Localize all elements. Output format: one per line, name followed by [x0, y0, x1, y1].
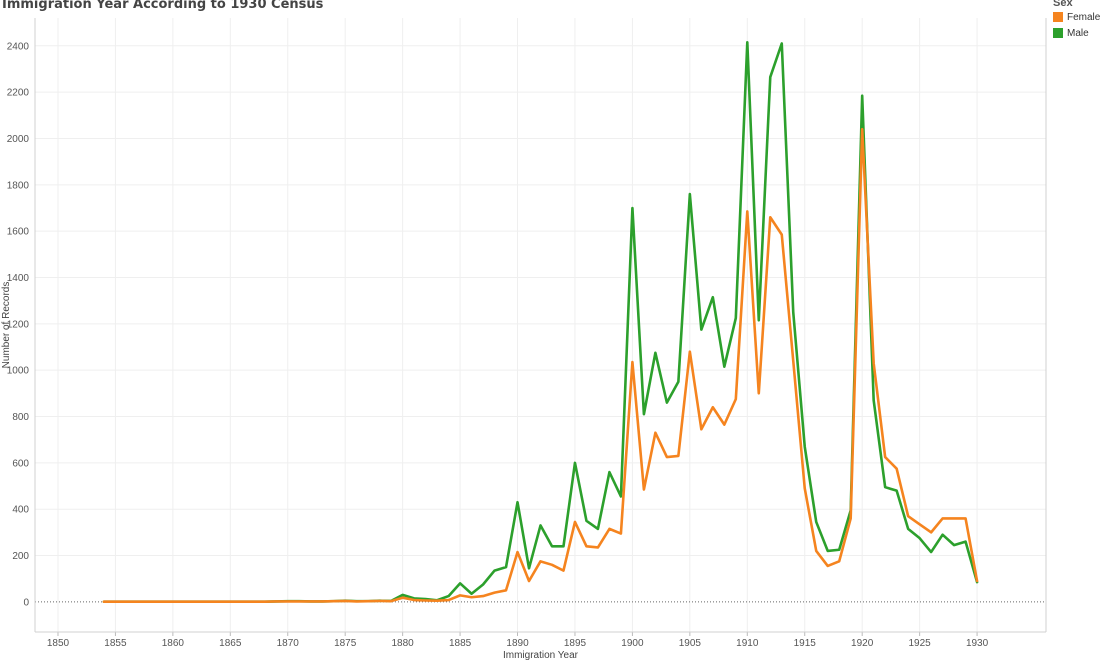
- x-tick-label: 1915: [794, 638, 817, 649]
- x-tick-label: 1930: [966, 638, 989, 649]
- legend-label-female: Female: [1067, 11, 1100, 23]
- x-tick-label: 1900: [621, 638, 644, 649]
- y-tick-label: 2000: [7, 134, 30, 145]
- x-axis-label: Immigration Year: [503, 650, 579, 660]
- x-tick-label: 1910: [736, 638, 759, 649]
- x-tick-label: 1850: [47, 638, 70, 649]
- y-tick-label: 1000: [7, 366, 30, 377]
- y-tick-label: 200: [12, 551, 29, 562]
- legend-swatch-female: [1053, 12, 1063, 22]
- x-tick-label: 1865: [219, 638, 242, 649]
- y-tick-label: 400: [12, 505, 29, 516]
- x-tick-label: 1870: [277, 638, 300, 649]
- y-tick-label: 800: [12, 412, 29, 423]
- x-tick-label: 1890: [506, 638, 529, 649]
- legend-swatch-male: [1053, 28, 1063, 38]
- legend-item-female[interactable]: Female: [1053, 9, 1100, 25]
- x-tick-label: 1875: [334, 638, 357, 649]
- legend-label-male: Male: [1067, 27, 1089, 39]
- y-tick-label: 0: [23, 597, 29, 608]
- x-tick-label: 1880: [392, 638, 415, 649]
- x-tick-label: 1920: [851, 638, 874, 649]
- series-line-female: [102, 127, 979, 603]
- x-tick-label: 1885: [449, 638, 472, 649]
- legend-title: Sex: [1053, 0, 1073, 9]
- x-tick-label: 1855: [104, 638, 127, 649]
- x-tick-label: 1905: [679, 638, 702, 649]
- y-tick-label: 1200: [7, 319, 30, 330]
- chart-title: Immigration Year According to 1930 Censu…: [2, 0, 324, 12]
- y-tick-label: 1600: [7, 227, 30, 238]
- y-tick-label: 1800: [7, 180, 30, 191]
- legend-item-male[interactable]: Male: [1053, 25, 1100, 41]
- x-tick-label: 1895: [564, 638, 587, 649]
- y-tick-label: 2200: [7, 88, 30, 99]
- x-tick-label: 1925: [909, 638, 932, 649]
- legend: Sex Female Male: [1053, 0, 1100, 41]
- x-tick-label: 1860: [162, 638, 185, 649]
- y-axis-label: Number of Records: [1, 282, 12, 369]
- y-tick-label: 1400: [7, 273, 30, 284]
- y-tick-label: 2400: [7, 41, 30, 52]
- series-line-male: [102, 41, 979, 603]
- y-tick-label: 600: [12, 458, 29, 469]
